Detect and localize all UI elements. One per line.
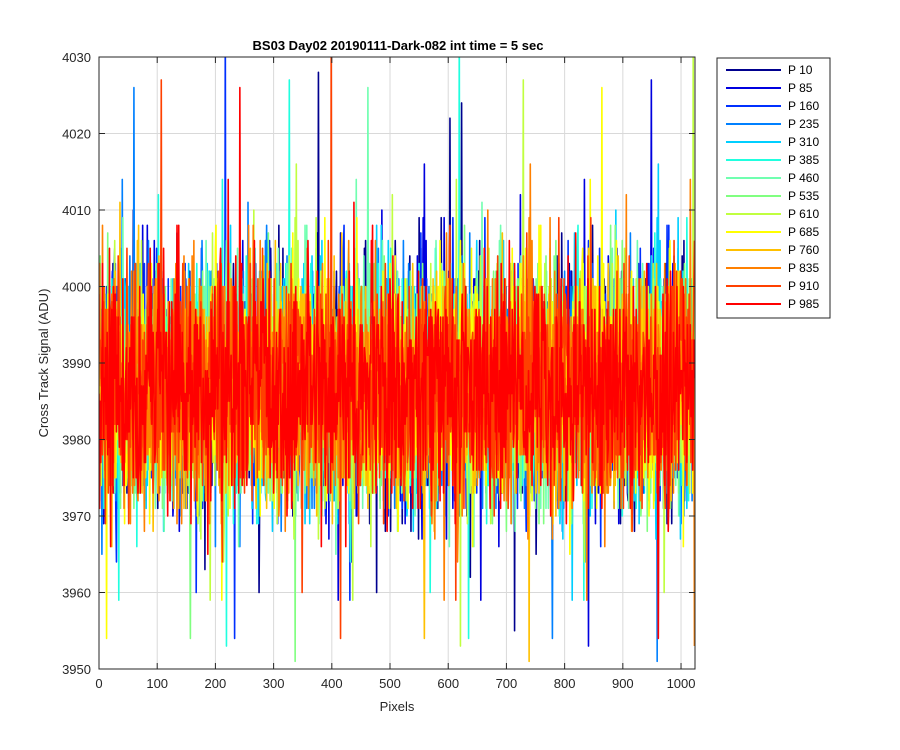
y-tick-label: 4020 <box>62 127 91 142</box>
legend-entry: P 910 <box>788 279 819 293</box>
y-tick-label: 4030 <box>62 50 91 65</box>
x-tick-label: 200 <box>205 676 227 691</box>
legend-entry: P 760 <box>788 243 819 257</box>
y-tick-label: 4010 <box>62 203 91 218</box>
x-tick-label: 300 <box>263 676 285 691</box>
x-axis-label: Pixels <box>380 699 415 714</box>
legend-entry: P 460 <box>788 171 819 185</box>
axis-ticks: 0 100 200 300 400 500 600 700 800 900 1000 3950 3960… <box>62 50 695 691</box>
y-tick-label: 3980 <box>62 433 91 448</box>
y-tick-label: 3990 <box>62 356 91 371</box>
legend-entry: P 985 <box>788 297 819 311</box>
legend-entry: P 85 <box>788 81 813 95</box>
x-tick-label: 700 <box>496 676 518 691</box>
x-tick-label: 100 <box>146 676 168 691</box>
legend-entry: P 685 <box>788 225 819 239</box>
legend-entry: P 160 <box>788 99 819 113</box>
legend-entry: P 310 <box>788 135 819 149</box>
x-tick-label: 1000 <box>667 676 696 691</box>
legend-entry: P 235 <box>788 117 819 131</box>
legend: P 10 P 85 P 160 P 235 P 310 P 385 P 460 P 535 P … <box>716 57 831 319</box>
x-tick-label: 600 <box>437 676 459 691</box>
legend-entry: P 835 <box>788 261 819 275</box>
series-line-p-985 <box>99 86 695 640</box>
legend-entry: P 610 <box>788 207 819 221</box>
legend-entry: P 385 <box>788 153 819 167</box>
x-tick-label: 900 <box>612 676 634 691</box>
legend-box <box>716 57 831 319</box>
legend-entry: P 10 <box>788 63 813 77</box>
y-axis-label: Cross Track Signal (ADU) <box>36 289 51 438</box>
y-tick-label: 3960 <box>62 586 91 601</box>
chart-title: BS03 Day02 20190111-Dark-082 int time = … <box>253 38 544 53</box>
x-tick-label: 500 <box>379 676 401 691</box>
series-lines <box>99 57 695 663</box>
x-tick-label: 800 <box>554 676 576 691</box>
y-tick-label: 3970 <box>62 509 91 524</box>
y-tick-label: 3950 <box>62 662 91 677</box>
x-tick-label: 0 <box>95 676 102 691</box>
y-tick-label: 4000 <box>62 280 91 295</box>
x-tick-label: 400 <box>321 676 343 691</box>
legend-entry: P 535 <box>788 189 819 203</box>
